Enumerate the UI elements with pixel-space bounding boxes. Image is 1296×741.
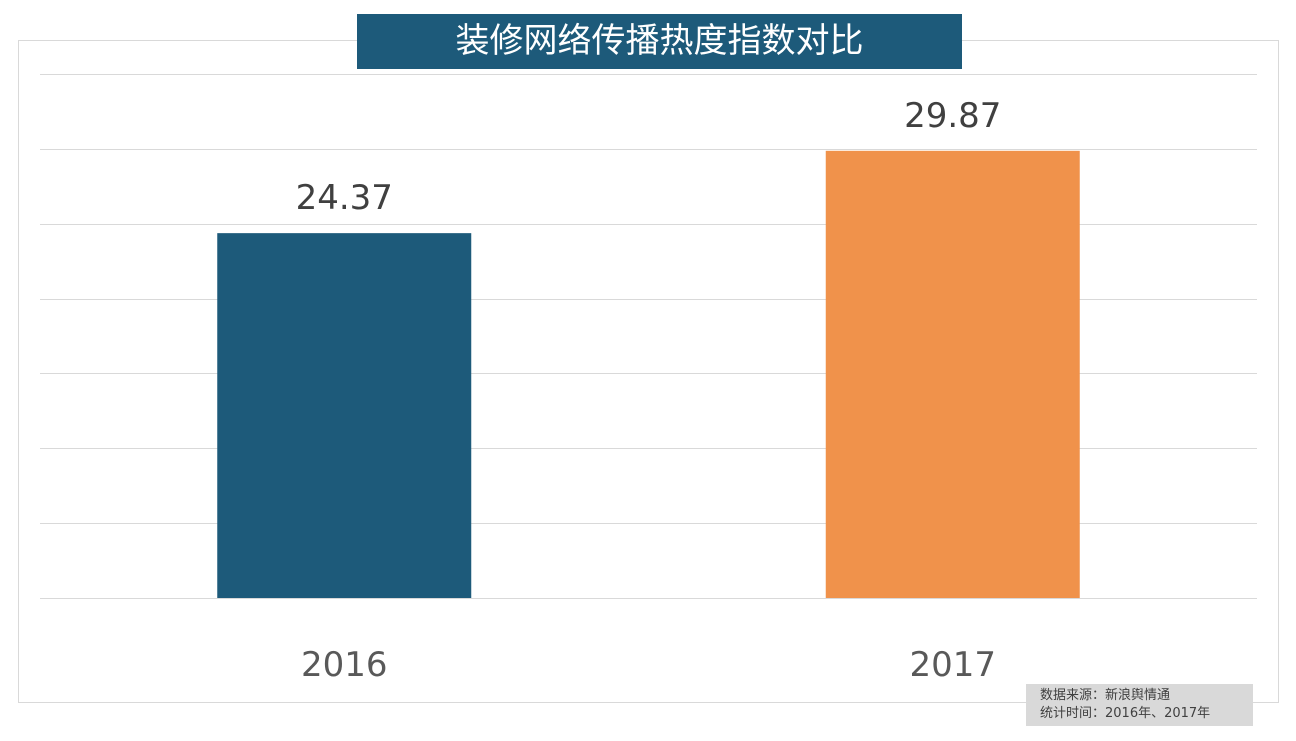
x-tick-label: 2017 xyxy=(909,645,996,685)
data-label: 24.37 xyxy=(296,178,393,218)
x-tick-label: 2016 xyxy=(301,645,388,685)
source-note: 数据来源：新浪舆情通 统计时间：2016年、2017年 xyxy=(1026,684,1253,726)
period-line: 统计时间：2016年、2017年 xyxy=(1040,706,1211,721)
bar-2017 xyxy=(825,150,1080,599)
data-label: 29.87 xyxy=(904,96,1001,136)
chart-title: 装修网络传播热度指数对比 xyxy=(357,14,962,69)
bar-2016 xyxy=(217,233,472,598)
source-line: 数据来源：新浪舆情通 xyxy=(1040,688,1171,703)
